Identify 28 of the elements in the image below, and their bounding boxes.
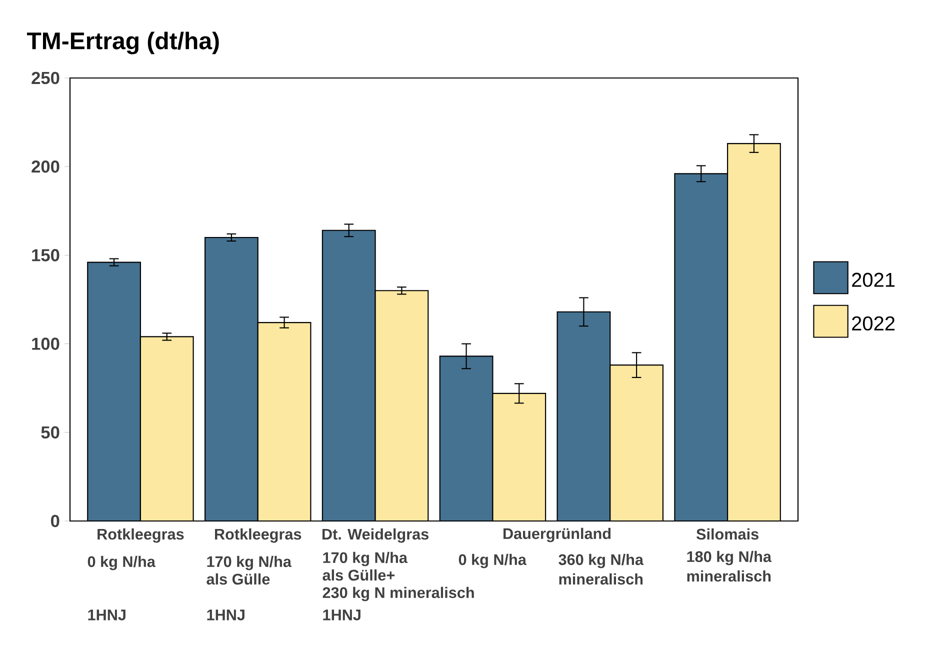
text: 0 kg N/ha xyxy=(88,556,156,570)
text: als Gülle xyxy=(206,573,270,585)
text: 1HNJ xyxy=(88,610,126,620)
text: 0 kg N/ha xyxy=(458,554,527,568)
y-tick-label: 250 xyxy=(32,72,60,84)
text: 1HNJ xyxy=(323,610,360,620)
text: als Gülle+ xyxy=(322,569,395,581)
text: 230 kg N mineralisch xyxy=(322,586,474,602)
x-tick-label: Silomais xyxy=(696,528,758,540)
chart-title: TM-Ertrag (dt/ha) xyxy=(26,32,219,54)
text: 360 kg N/ha xyxy=(558,554,644,568)
y-tick-label: 50 xyxy=(41,426,60,439)
y-tick-label: 100 xyxy=(32,338,60,350)
text: mineralisch xyxy=(687,570,771,582)
y-tick-label: 200 xyxy=(32,160,60,173)
y-tick-label: 150 xyxy=(32,249,60,262)
text: 1HNJ xyxy=(207,610,244,620)
x-tick-label: Dt. Weidelgras xyxy=(322,528,429,543)
text: 170 kg N/ha xyxy=(323,552,408,566)
text: Dauergrünland xyxy=(504,528,611,542)
y-tick-label: 0 xyxy=(51,514,60,528)
text: 170 kg N/ha xyxy=(207,556,292,570)
text: 180 kg N/ha xyxy=(687,550,772,566)
x-tick-label: Rotkleegras xyxy=(98,528,184,543)
legend-label: 2022 xyxy=(852,316,895,330)
text: mineralisch xyxy=(559,573,643,585)
legend-label: 2021 xyxy=(852,272,895,287)
x-tick-label: Rotkleegras xyxy=(215,528,302,543)
